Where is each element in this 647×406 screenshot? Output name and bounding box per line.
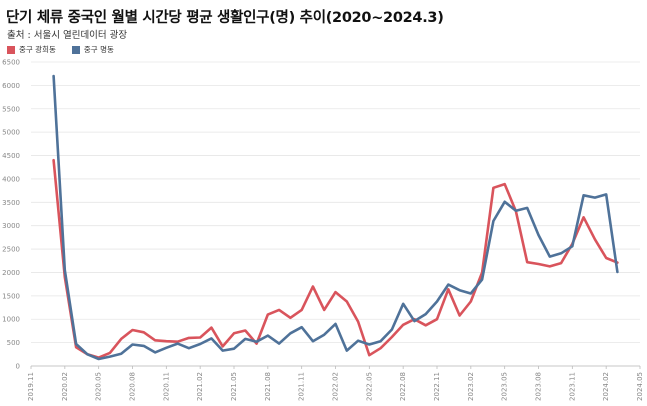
x-tick-label: 2024.05	[636, 372, 644, 401]
x-tick-label: 2023.05	[501, 372, 509, 401]
legend-label-1: 중구 명동	[83, 45, 114, 54]
y-tick-label: 4500	[2, 152, 20, 160]
x-tick-label: 2023.11	[568, 372, 576, 401]
y-tick-label: 5000	[2, 129, 20, 137]
y-tick-label: 500	[7, 339, 20, 347]
chart-source: 출처 : 서울시 열린데이터 광장	[7, 30, 128, 41]
x-tick-label: 2022.11	[433, 372, 441, 401]
series-line-0	[52, 158, 619, 359]
x-tick-label: 2022.08	[399, 372, 407, 401]
x-tick-label: 2024.02	[602, 372, 610, 401]
y-tick-label: 6500	[2, 59, 20, 67]
series-line-1	[52, 74, 619, 361]
x-tick-label: 2022.02	[332, 372, 340, 401]
x-tick-label: 2022.05	[365, 372, 373, 401]
y-tick-label: 1500	[2, 292, 20, 300]
y-tick-label: 3000	[2, 222, 20, 230]
y-tick-label: 5500	[2, 105, 20, 113]
x-tick-label: 2021.08	[264, 372, 272, 401]
legend-swatch-1	[71, 45, 80, 54]
chart-title: 단기 체류 중국인 월별 시간당 평균 생활인구(명) 추이(2020~2024…	[6, 10, 444, 26]
legend-label-0: 중구 광희동	[19, 45, 56, 54]
y-tick-label: 3500	[2, 199, 20, 207]
x-tick-label: 2020.11	[162, 372, 170, 401]
x-tick-label: 2021.11	[298, 372, 306, 401]
x-tick-label: 2020.05	[95, 372, 103, 401]
chart-legend: 중구 광희동 중구 명동	[7, 44, 114, 55]
legend-swatch-0	[7, 45, 15, 54]
x-tick-label: 2020.08	[129, 372, 137, 401]
x-tick-label: 2023.02	[467, 372, 475, 401]
legend-item-1[interactable]: 중구 명동	[71, 44, 114, 55]
y-tick-label: 2500	[2, 246, 20, 254]
x-tick-label: 2021.05	[230, 372, 238, 401]
y-tick-label: 4000	[2, 175, 20, 183]
x-tick-label: 2021.02	[196, 372, 204, 401]
legend-item-0[interactable]: 중구 광희동	[7, 44, 56, 55]
x-tick-label: 2020.02	[61, 372, 69, 401]
y-tick-label: 2000	[2, 269, 20, 277]
y-tick-label: 0	[16, 363, 20, 371]
y-tick-label: 1000	[2, 316, 20, 324]
y-tick-label: 6000	[2, 82, 20, 90]
x-tick-label: 2019.11	[27, 372, 35, 401]
x-tick-label: 2023.08	[535, 372, 543, 401]
